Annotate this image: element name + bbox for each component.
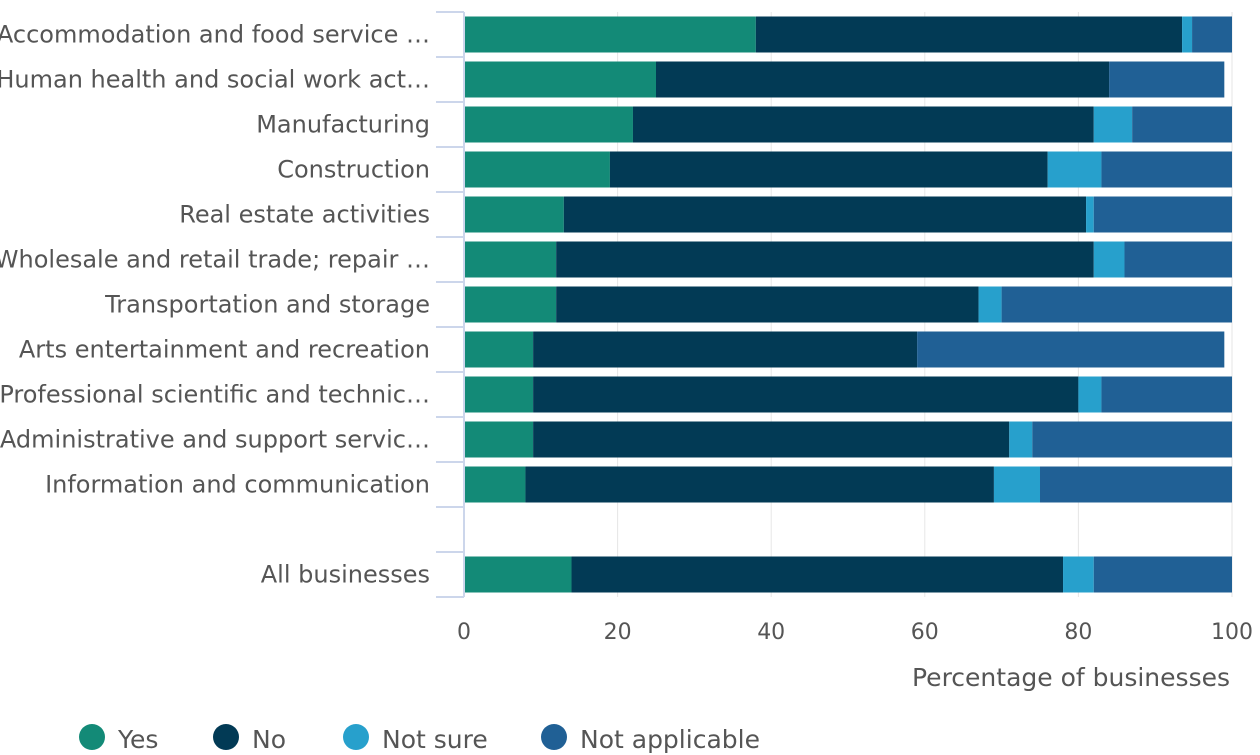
axes (436, 11, 465, 598)
bar-no (533, 331, 918, 368)
bar-not-applicable (1132, 106, 1232, 143)
x-tick-label: 40 (757, 620, 785, 645)
bar-no (571, 556, 1064, 593)
bar-not-sure (978, 286, 1002, 323)
bar-yes (464, 421, 534, 458)
bar-not-applicable (1101, 376, 1232, 413)
category-label: Construction (277, 156, 430, 184)
bar-not-applicable (1093, 196, 1232, 233)
bars (464, 16, 1232, 593)
bar-not-sure (1047, 151, 1102, 188)
legend-label: Not sure (382, 725, 488, 754)
bar-not-sure (1078, 376, 1102, 413)
bar-not-applicable (1032, 421, 1232, 458)
bar-yes (464, 61, 656, 98)
legend: Yes No Not sure Not applicable (79, 724, 760, 754)
x-tick-labels: 0 20 40 60 80 100 (457, 620, 1253, 645)
category-label: Arts entertainment and recreation (19, 336, 430, 364)
legend-marker (213, 724, 239, 750)
category-label: Human health and social work act… (0, 66, 430, 94)
bar-not-sure (1063, 556, 1094, 593)
category-label: All businesses (261, 561, 430, 589)
bar-yes (464, 556, 572, 593)
bar-not-applicable (1093, 556, 1232, 593)
bar-yes (464, 376, 534, 413)
category-label: Transportation and storage (104, 291, 430, 319)
bar-no (656, 61, 1110, 98)
bar-yes (464, 16, 756, 53)
category-label: Professional scientific and technic… (0, 381, 430, 409)
bar-not-sure (1093, 106, 1133, 143)
x-tick-label: 0 (457, 620, 471, 645)
bar-no (533, 376, 1079, 413)
category-label: Real estate activities (179, 201, 430, 229)
x-axis-title: Percentage of businesses (912, 663, 1230, 692)
legend-marker (343, 724, 369, 750)
legend-label: Not applicable (580, 725, 760, 754)
bar-yes (464, 466, 526, 503)
bar-yes (464, 196, 564, 233)
category-label: Accommodation and food service … (0, 21, 430, 49)
bar-yes (464, 331, 534, 368)
x-tick-label: 60 (911, 620, 939, 645)
category-label: Manufacturing (256, 111, 430, 139)
bar-not-applicable (1124, 241, 1232, 278)
bar-no (755, 16, 1183, 53)
bar-yes (464, 286, 557, 323)
bar-not-sure (1086, 196, 1094, 233)
category-label: Administrative and support servic… (0, 426, 430, 454)
bar-not-sure (1009, 421, 1033, 458)
x-tick-label: 20 (604, 620, 632, 645)
x-tick-label: 100 (1211, 620, 1253, 645)
bar-no (525, 466, 994, 503)
bar-no (556, 286, 979, 323)
bar-not-sure (1182, 16, 1193, 53)
bar-not-sure (1093, 241, 1125, 278)
bar-no (609, 151, 1048, 188)
bar-no (533, 421, 1010, 458)
legend-label: Yes (117, 725, 158, 754)
legend-marker (541, 724, 567, 750)
bar-not-applicable (1101, 151, 1232, 188)
bar-yes (464, 241, 557, 278)
bar-not-applicable (1192, 16, 1232, 53)
legend-label: No (252, 725, 286, 754)
category-labels: Accommodation and food service … Human he… (0, 21, 430, 589)
bar-not-applicable (917, 331, 1225, 368)
bar-yes (464, 106, 633, 143)
bar-not-applicable (1001, 286, 1232, 323)
bar-no (632, 106, 1094, 143)
x-tick-label: 80 (1064, 620, 1092, 645)
category-label: Information and communication (45, 471, 430, 499)
bar-no (563, 196, 1087, 233)
category-label: Wholesale and retail trade; repair … (0, 246, 430, 274)
bar-not-applicable (1109, 61, 1225, 98)
bar-no (556, 241, 1094, 278)
bar-not-sure (993, 466, 1040, 503)
bar-yes (464, 151, 610, 188)
legend-marker (79, 724, 105, 750)
bar-not-applicable (1040, 466, 1232, 503)
